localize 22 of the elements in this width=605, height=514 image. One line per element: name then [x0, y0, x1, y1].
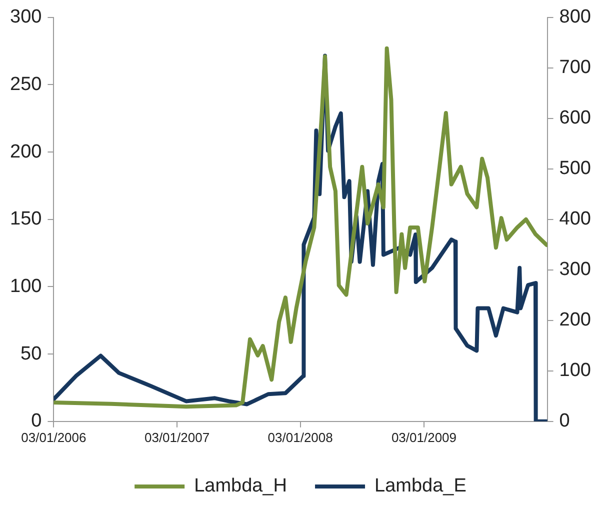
y2-tick-label: 500: [559, 158, 591, 180]
y2-tick-label: 200: [559, 310, 591, 331]
y-tick-label: 150: [10, 208, 42, 230]
legend-label: Lambda_H: [194, 476, 288, 497]
y2-tick-label: 100: [559, 360, 591, 382]
y2-tick-label: 800: [559, 6, 591, 28]
y-tick-label: 50: [20, 343, 42, 364]
y2-tick-label: 600: [559, 108, 591, 129]
legend-label: Lambda_E: [374, 476, 466, 497]
y-tick-label: 100: [10, 276, 42, 297]
y-tick-label: 300: [10, 6, 42, 28]
x-tick-label: 03/01/2009: [391, 430, 457, 445]
y-tick-label: 0: [31, 410, 42, 432]
y2-tick-label: 0: [559, 410, 570, 432]
x-tick-label: 03/01/2008: [268, 430, 333, 445]
y2-tick-label: 400: [559, 208, 591, 230]
y-tick-label: 250: [10, 74, 42, 95]
x-tick-label: 03/01/2007: [144, 430, 210, 445]
y-tick-label: 200: [10, 141, 42, 162]
x-tick-label: 03/01/2006: [21, 430, 86, 445]
y2-tick-label: 700: [559, 57, 591, 78]
y2-tick-label: 300: [559, 259, 591, 280]
